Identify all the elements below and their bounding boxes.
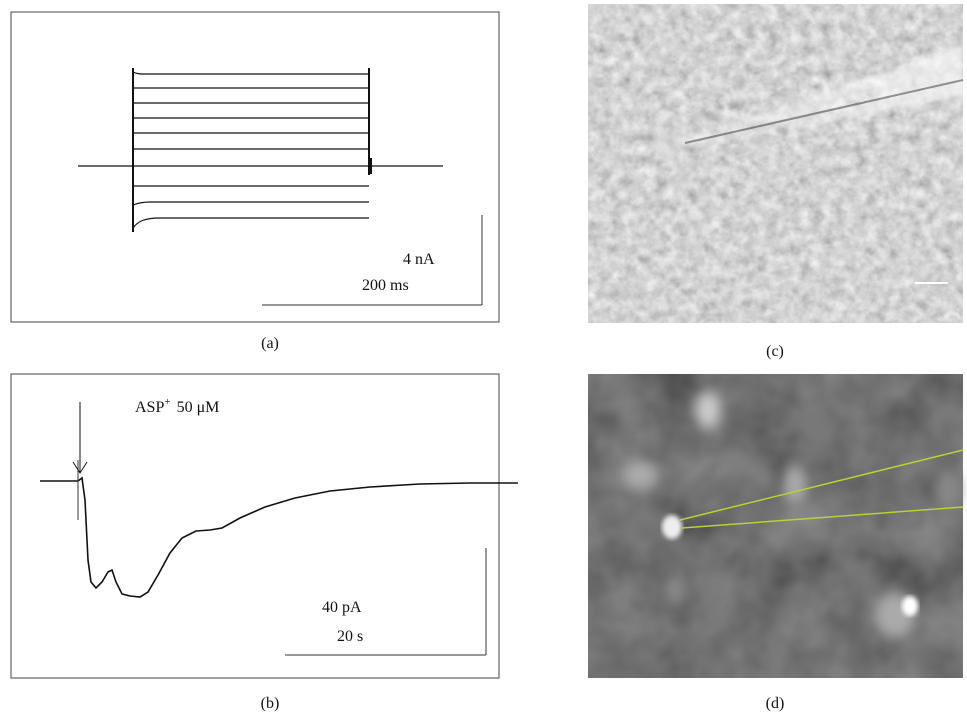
bright-cell [902,596,918,616]
panel-label: (c) [766,343,784,360]
panel-b-frame [11,374,499,678]
scale-label-y: 40 pA [322,599,362,616]
scale-label-x: 20 s [337,628,363,645]
image-texture [588,4,963,323]
scale-label-x: 200 ms [362,277,409,294]
annotation-rest: 50 μM [177,399,220,416]
micrograph-c [588,4,963,323]
annotation-sup: + [164,396,170,408]
panel-a-frame [11,12,499,322]
target-cell [662,515,682,539]
annotation-base: ASP [135,399,164,416]
panel-label: (a) [261,335,279,352]
figure: 4 nA 200 ms (a) (c) ASP+50 μM 40 pA 20 s… [0,0,967,714]
micrograph-d [588,374,963,678]
page: 4 nA 200 ms (a) (c) ASP+50 μM 40 pA 20 s… [0,0,967,714]
cell [654,131,682,159]
annotation: ASP+50 μM [135,396,219,416]
panel-label: (d) [766,695,785,712]
scale-label-y: 4 nA [403,251,435,268]
panel-label: (b) [261,695,280,712]
